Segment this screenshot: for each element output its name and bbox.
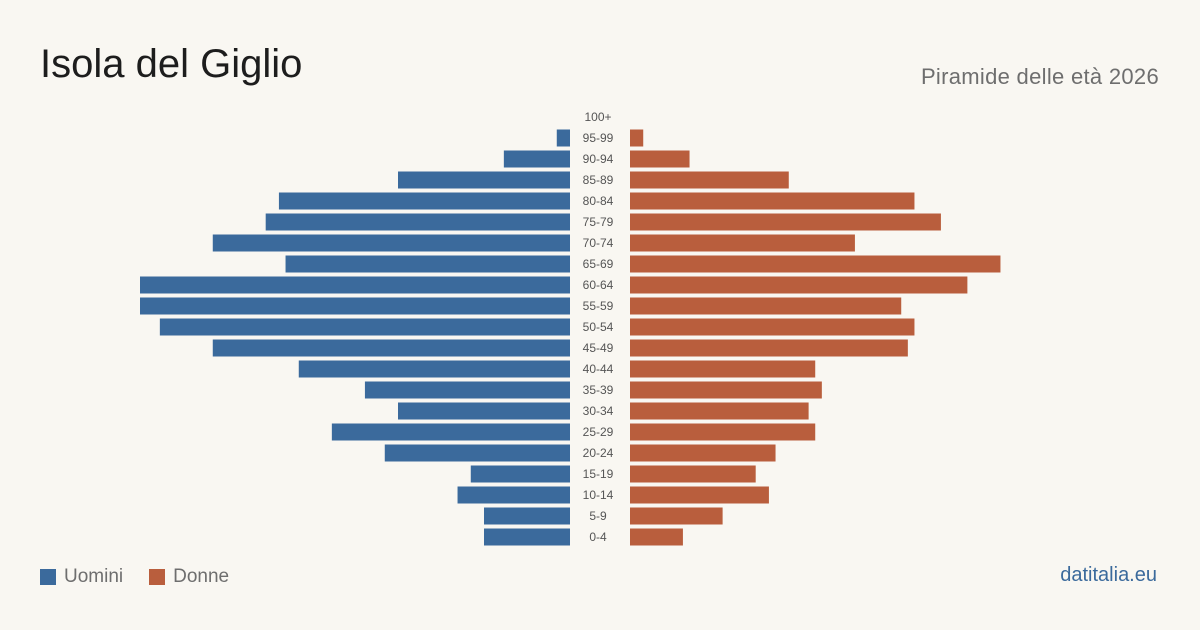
legend: Uomini Donne [40, 566, 255, 588]
bar-men-10-14 [457, 486, 570, 504]
age-label: 45-49 [583, 341, 614, 355]
bar-men-15-19 [470, 465, 570, 483]
age-label: 70-74 [583, 236, 614, 250]
age-label: 85-89 [583, 173, 614, 187]
bar-women-95-99 [630, 129, 644, 147]
bar-women-5-9 [630, 507, 723, 525]
bar-women-35-39 [630, 381, 822, 399]
bar-women-75-79 [630, 213, 941, 231]
bar-women-60-64 [630, 276, 968, 294]
age-label: 25-29 [583, 425, 614, 439]
bar-men-5-9 [484, 507, 570, 525]
legend-label-women: Donne [173, 566, 230, 587]
bar-men-65-69 [285, 255, 570, 273]
bar-women-50-54 [630, 318, 915, 336]
age-label: 90-94 [583, 152, 614, 166]
bar-men-90-94 [503, 150, 570, 168]
bar-men-35-39 [364, 381, 570, 399]
chart-subtitle: Piramide delle età 2026 [920, 64, 1159, 89]
bar-men-55-59 [140, 297, 570, 315]
bar-women-30-34 [630, 402, 809, 420]
age-label: 65-69 [583, 257, 614, 271]
legend-item-women: Donne [149, 566, 229, 588]
legend-label-men: Uomini [64, 566, 124, 587]
bar-women-40-44 [630, 360, 816, 378]
age-label: 0-4 [589, 530, 607, 544]
age-label: 35-39 [583, 383, 614, 397]
legend-swatch-men [40, 569, 56, 585]
bar-men-70-74 [212, 234, 570, 252]
bar-men-75-79 [265, 213, 570, 231]
bar-men-0-4 [484, 528, 570, 546]
bar-men-50-54 [159, 318, 570, 336]
age-label: 95-99 [583, 131, 614, 145]
legend-swatch-women [149, 569, 166, 585]
bar-women-15-19 [630, 465, 756, 483]
age-label: 15-19 [583, 467, 614, 481]
age-label: 20-24 [583, 446, 614, 460]
bar-women-65-69 [630, 255, 1001, 273]
bar-women-45-49 [630, 339, 908, 357]
age-label: 100+ [584, 110, 611, 124]
source-link[interactable]: datitalia.eu [1060, 564, 1157, 586]
bar-men-40-44 [298, 360, 570, 378]
bar-men-45-49 [212, 339, 570, 357]
bar-women-55-59 [630, 297, 902, 315]
bar-women-80-84 [630, 192, 915, 210]
bar-men-20-24 [384, 444, 570, 462]
legend-item-men: Uomini [40, 566, 123, 588]
bar-women-10-14 [630, 486, 769, 504]
age-label: 40-44 [583, 362, 614, 376]
bar-women-20-24 [630, 444, 776, 462]
age-label: 5-9 [589, 509, 607, 523]
age-label: 10-14 [583, 488, 614, 502]
chart-title: Isola del Giglio [40, 42, 303, 86]
bar-men-60-64 [140, 276, 570, 294]
bar-women-85-89 [630, 171, 789, 189]
bar-men-25-29 [331, 423, 570, 441]
age-label: 75-79 [583, 215, 614, 229]
bar-men-95-99 [556, 129, 570, 147]
bar-men-85-89 [398, 171, 570, 189]
bar-women-90-94 [630, 150, 690, 168]
age-label: 60-64 [583, 278, 614, 292]
bar-women-70-74 [630, 234, 855, 252]
bar-women-25-29 [630, 423, 816, 441]
age-label: 80-84 [583, 194, 614, 208]
age-label: 50-54 [583, 320, 614, 334]
bar-men-80-84 [278, 192, 570, 210]
age-label: 30-34 [583, 404, 614, 418]
bar-women-0-4 [630, 528, 683, 546]
age-label: 55-59 [583, 299, 614, 313]
bar-men-30-34 [398, 402, 570, 420]
